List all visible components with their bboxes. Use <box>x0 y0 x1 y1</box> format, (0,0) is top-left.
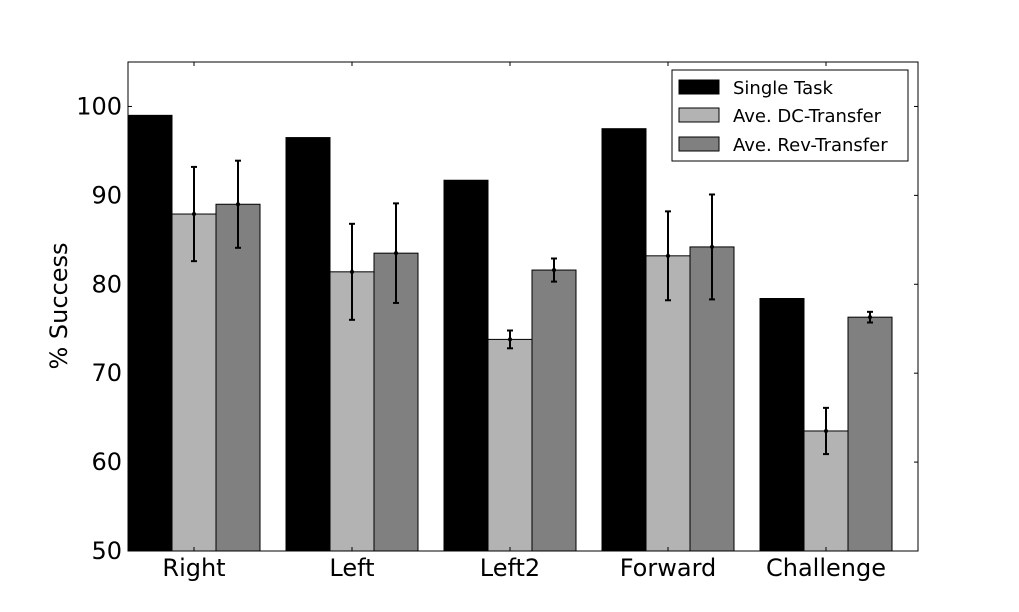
legend-swatch-single-task <box>678 79 720 95</box>
legend: Single Task Ave. DC-Transfer Ave. Rev-Tr… <box>671 69 909 162</box>
x-tick-label-right: Right <box>162 554 225 582</box>
y-tick-label-50: 50 <box>91 537 122 565</box>
bar-forward-series-0 <box>601 128 647 552</box>
bar-challenge-series-0 <box>759 297 805 552</box>
bar-left2-series-1 <box>487 338 533 552</box>
x-tick-label-left2: Left2 <box>480 554 540 582</box>
errorbar-mean-dot <box>192 212 196 217</box>
bar-left2-series-0 <box>443 179 489 552</box>
errorbar-mean-dot <box>824 428 828 433</box>
errorbar-mean-dot <box>868 315 872 320</box>
plot-frame <box>127 61 919 552</box>
y-axis-label: % Success <box>45 242 73 369</box>
legend-swatch-dc-transfer <box>678 107 720 123</box>
legend-label-rev-transfer: Ave. Rev-Transfer <box>733 135 888 156</box>
x-tick-label-left: Left <box>329 554 374 582</box>
errorbar-mean-dot <box>508 337 512 342</box>
y-tick-label-70: 70 <box>91 359 122 387</box>
bar-right-series-1 <box>171 213 217 552</box>
y-tick-label-60: 60 <box>91 448 122 476</box>
bar-left-series-0 <box>285 137 331 552</box>
errorbar-mean-dot <box>666 253 670 258</box>
legend-label-single-task: Single Task <box>733 78 833 99</box>
legend-swatch-rev-transfer <box>678 136 720 152</box>
ticks-layer: Right Left Left2 Forward Challenge 50 60 70 80 90… <box>76 62 918 582</box>
y-tick-label-90: 90 <box>91 181 122 209</box>
bar-left2-series-2 <box>531 269 577 552</box>
errorbar-mean-dot <box>710 244 714 249</box>
legend-label-dc-transfer: Ave. DC-Transfer <box>733 106 882 127</box>
y-tick-label-80: 80 <box>91 270 122 298</box>
bar-challenge-series-2 <box>847 316 893 552</box>
errorbars-layer <box>191 159 873 456</box>
errorbar-mean-dot <box>552 268 556 273</box>
errorbar-mean-dot <box>350 269 354 274</box>
errorbar-mean-dot <box>394 251 398 256</box>
bar-right-series-2 <box>215 203 261 552</box>
x-tick-label-challenge: Challenge <box>766 554 886 582</box>
y-tick-label-100: 100 <box>76 92 122 120</box>
x-tick-label-forward: Forward <box>620 554 717 582</box>
bar-right-series-0 <box>127 114 173 552</box>
errorbar-mean-dot <box>236 202 240 207</box>
